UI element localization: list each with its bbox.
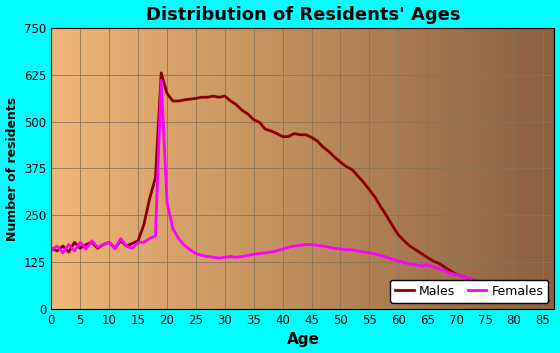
X-axis label: Age: Age <box>287 333 319 347</box>
Legend: Males, Females: Males, Females <box>390 280 548 303</box>
Y-axis label: Number of residents: Number of residents <box>6 96 18 240</box>
Title: Distribution of Residents' Ages: Distribution of Residents' Ages <box>146 6 460 24</box>
